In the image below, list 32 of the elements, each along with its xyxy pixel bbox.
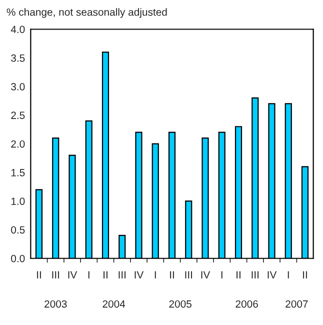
y-tick-label: 3.0 (11, 83, 25, 90)
x-tick-label: II (170, 271, 174, 278)
x-tick-label: II (104, 271, 108, 278)
y-tick-label: 0.5 (11, 226, 25, 234)
y-tick-label: 4.0 (10, 26, 25, 34)
x-tick-label: I (221, 271, 222, 278)
x-tick-label: IV (134, 271, 144, 278)
x-tick-label: II (236, 271, 240, 278)
x-tick-label: IV (68, 271, 78, 278)
y-tick-label: 3.5 (11, 54, 25, 62)
text: 2005 (169, 300, 192, 308)
text: 2004 (102, 300, 126, 308)
x-tick-label: II (37, 271, 41, 278)
y-tick-label: 1.0 (11, 198, 25, 205)
x-tick-label: III (252, 271, 259, 278)
x-tick-label: I (288, 271, 289, 278)
x-tick-label: II (303, 271, 307, 278)
y-tick-label: 2.5 (11, 112, 25, 120)
y-tick-label: 1.5 (11, 169, 25, 176)
x-tick-label: I (88, 271, 90, 278)
text: 2006 (236, 300, 258, 308)
text: 2007 (286, 300, 308, 308)
y-tick-label: 0.0 (11, 254, 25, 262)
x-tick-label: III (185, 271, 192, 278)
y-tick-label: 2.0 (11, 140, 25, 148)
x-tick-label: IV (268, 271, 277, 278)
text: 2003 (44, 300, 67, 308)
x-tick-label: III (52, 271, 60, 278)
y-axis-title: % change, not seasonally adjusted (6, 8, 167, 18)
x-tick-label: III (118, 271, 126, 278)
x-tick-label: I (154, 271, 156, 278)
x-tick-label: IV (201, 271, 210, 278)
